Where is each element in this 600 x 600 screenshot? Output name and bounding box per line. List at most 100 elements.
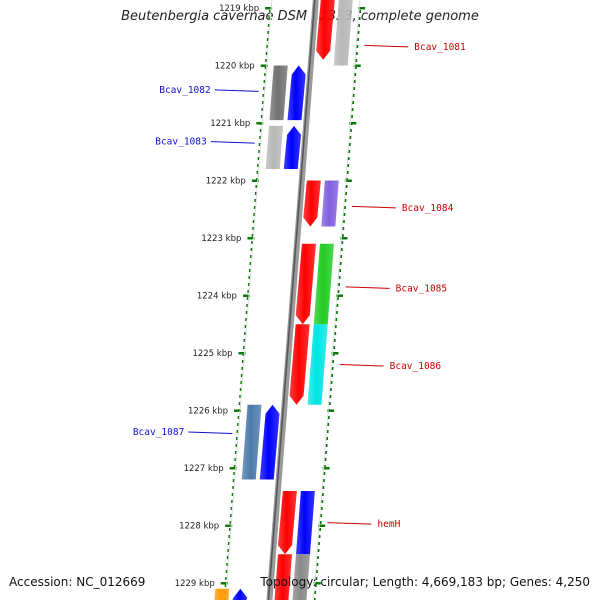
- left-guide-dot: [236, 430, 239, 433]
- left-guide-dot: [249, 262, 252, 265]
- left-guide-dot: [234, 458, 237, 461]
- tick-mark-left: [247, 237, 255, 240]
- gene-label[interactable]: Bcav_1086: [390, 361, 442, 372]
- left-guide-dot: [251, 234, 254, 237]
- right-guide-dot: [316, 563, 319, 566]
- gene-feature[interactable]: [292, 554, 310, 600]
- right-guide-dot: [348, 143, 351, 146]
- tick-label: 1229 kbp: [175, 579, 215, 589]
- left-guide-dot: [261, 101, 264, 104]
- genome-title: Beutenbergia cavernae DSM 12333, complet…: [121, 9, 479, 24]
- gene-feature[interactable]: [259, 404, 280, 480]
- left-guide-dot: [230, 507, 233, 510]
- left-guide-dot: [238, 402, 241, 405]
- gene-label[interactable]: Bcav_1087: [133, 427, 184, 438]
- left-guide-dot: [269, 10, 271, 13]
- right-guide-dot: [320, 507, 323, 510]
- gene-feature[interactable]: [277, 491, 297, 555]
- gene-feature[interactable]: [269, 65, 288, 121]
- right-guide-dot: [335, 318, 338, 321]
- left-guide-dot: [225, 577, 228, 580]
- right-guide-dot: [323, 472, 326, 475]
- tick-mark-right: [327, 409, 335, 412]
- tick-label: 1221 kbp: [210, 119, 250, 129]
- gene-feature[interactable]: [307, 324, 328, 405]
- gene-feature[interactable]: [241, 404, 262, 480]
- right-guide-dot: [331, 360, 334, 363]
- gene-feature[interactable]: [303, 180, 321, 227]
- left-guide-dot: [249, 269, 252, 272]
- right-guide-dot: [353, 87, 356, 90]
- right-guide-dot: [319, 521, 322, 524]
- gene-feature[interactable]: [265, 125, 284, 169]
- left-guide-dot: [257, 164, 260, 167]
- left-guide-dot: [240, 374, 243, 377]
- right-guide-dot: [317, 549, 320, 552]
- tick-mark-right: [331, 352, 339, 355]
- left-guide-dot: [233, 465, 236, 468]
- left-guide-dot: [232, 479, 235, 482]
- right-guide-dot: [357, 31, 360, 34]
- left-guide-dot: [265, 52, 268, 55]
- gene-feature[interactable]: [274, 554, 292, 600]
- left-guide-dot: [234, 451, 237, 454]
- right-guide-dot: [318, 535, 321, 538]
- gene-feature[interactable]: [313, 243, 334, 325]
- right-guide-dot: [345, 185, 348, 188]
- gene-label[interactable]: Bcav_1085: [396, 283, 447, 294]
- tick-label: 1219 kbp: [219, 4, 259, 14]
- right-guide-dot: [329, 388, 332, 391]
- gene-label[interactable]: hemH: [377, 519, 400, 530]
- gene-feature[interactable]: [295, 491, 315, 555]
- backbone-line: [266, 0, 319, 600]
- gene-label[interactable]: Bcav_1084: [402, 203, 454, 214]
- left-guide-dot: [244, 325, 247, 328]
- left-guide-dot: [263, 80, 266, 83]
- gene-feature[interactable]: [316, 0, 335, 60]
- genome-summary: Topology: circular; Length: 4,669,183 bp…: [260, 575, 590, 589]
- tick-mark-left: [251, 179, 259, 182]
- right-guide-dot: [354, 73, 357, 76]
- gene-feature[interactable]: [333, 0, 353, 66]
- gene-feature[interactable]: [289, 324, 310, 405]
- left-guide-dot: [236, 437, 239, 440]
- tick-label: 1226 kbp: [188, 407, 228, 417]
- gene-feature[interactable]: [283, 125, 302, 169]
- right-guide-dot: [322, 479, 325, 482]
- right-guide-dot: [346, 171, 349, 174]
- gene-feature[interactable]: [214, 588, 230, 600]
- gene-feature[interactable]: [232, 588, 248, 600]
- left-guide-dot: [248, 276, 251, 279]
- right-guide-dot: [315, 570, 318, 573]
- gene-label[interactable]: Bcav_1081: [414, 42, 466, 53]
- gene-label[interactable]: Bcav_1082: [159, 85, 210, 96]
- gene-feature[interactable]: [295, 243, 316, 325]
- left-guide-dot: [263, 87, 266, 90]
- left-guide-dot: [232, 486, 235, 489]
- right-guide-dot: [351, 108, 354, 111]
- gene-feature[interactable]: [321, 180, 339, 227]
- left-guide-dot: [267, 24, 270, 27]
- tick-mark-right: [318, 524, 326, 527]
- right-guide-dot: [327, 416, 330, 419]
- left-guide-dot: [241, 367, 244, 370]
- left-guide-dot: [241, 360, 244, 363]
- gene-labels: Bcav_1081 Bcav_1082 Bcav_1083 Bcav_1084 Bcav…: [133, 42, 466, 530]
- left-guide-dot: [239, 395, 242, 398]
- right-guide-dot: [338, 276, 341, 279]
- right-guide-dot: [334, 325, 337, 328]
- gene-feature[interactable]: [287, 65, 306, 121]
- track-edge-right: [312, 0, 361, 600]
- right-guide-dot: [330, 381, 333, 384]
- right-guide-dot: [341, 241, 344, 244]
- left-guide-dot: [252, 220, 255, 223]
- right-guide-dot: [329, 395, 332, 398]
- tick-label: 1227 kbp: [184, 464, 224, 474]
- right-guide-dot: [340, 255, 343, 258]
- left-guide-dot: [264, 66, 267, 69]
- left-guide-dot: [257, 157, 260, 160]
- left-guide-dot: [254, 199, 257, 202]
- track-edge-left: [224, 0, 273, 600]
- gene-label[interactable]: Bcav_1083: [155, 137, 206, 148]
